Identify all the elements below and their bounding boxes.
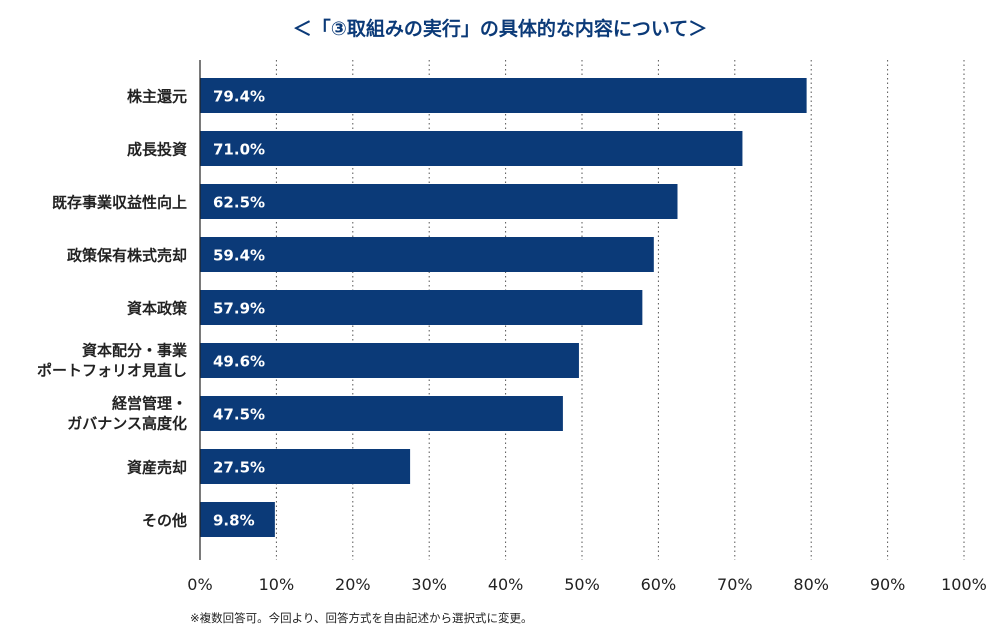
category-label: その他: [142, 512, 187, 530]
bar: [200, 449, 411, 484]
category-label: 株主還元: [127, 88, 187, 106]
bar: [200, 78, 807, 113]
x-tick-label: 10%: [259, 575, 295, 594]
x-tick-label: 30%: [411, 575, 447, 594]
category-label: 政策保有株式売却: [67, 247, 187, 265]
x-tick-label: 50%: [564, 575, 600, 594]
x-tick-label: 100%: [941, 575, 987, 594]
category-label: 既存事業収益性向上: [52, 194, 187, 212]
bar: [200, 131, 743, 166]
category-label: ガバナンス高度化: [67, 415, 187, 433]
bar-value-label: 59.4%: [213, 247, 265, 265]
bar-value-label: 47.5%: [213, 406, 265, 424]
x-tick-label: 90%: [870, 575, 906, 594]
bar: [200, 502, 275, 537]
category-label: 資本政策: [127, 300, 188, 318]
bar-value-label: 62.5%: [213, 194, 265, 212]
x-tick-label: 20%: [335, 575, 371, 594]
chart-title: ＜「③取組みの実行」の具体的な内容について＞: [292, 18, 708, 40]
bar-value-label: 27.5%: [213, 459, 265, 477]
category-label: 成長投資: [127, 141, 187, 159]
bar: [200, 184, 678, 219]
x-tick-label: 0%: [187, 575, 212, 594]
x-tick-label: 80%: [793, 575, 829, 594]
category-label: 資本配分・事業: [82, 342, 188, 360]
bar: [200, 237, 654, 272]
bar: [200, 396, 563, 431]
footnote: ※複数回答可。今回より、回答方式を自由記述から選択式に変更。: [190, 611, 533, 625]
category-label: ポートフォリオ見直し: [37, 362, 187, 380]
bar-value-label: 71.0%: [213, 141, 265, 159]
bar: [200, 343, 579, 378]
category-label: 経営管理・: [112, 395, 187, 413]
bar: [200, 290, 643, 325]
x-tick-label: 70%: [717, 575, 753, 594]
category-label: 資産売却: [127, 459, 187, 477]
bar-value-label: 9.8%: [213, 512, 255, 530]
x-tick-label: 40%: [488, 575, 524, 594]
bar-value-label: 57.9%: [213, 300, 265, 318]
x-tick-label: 60%: [641, 575, 677, 594]
bar-value-label: 49.6%: [213, 353, 265, 371]
bar-value-label: 79.4%: [213, 88, 265, 106]
